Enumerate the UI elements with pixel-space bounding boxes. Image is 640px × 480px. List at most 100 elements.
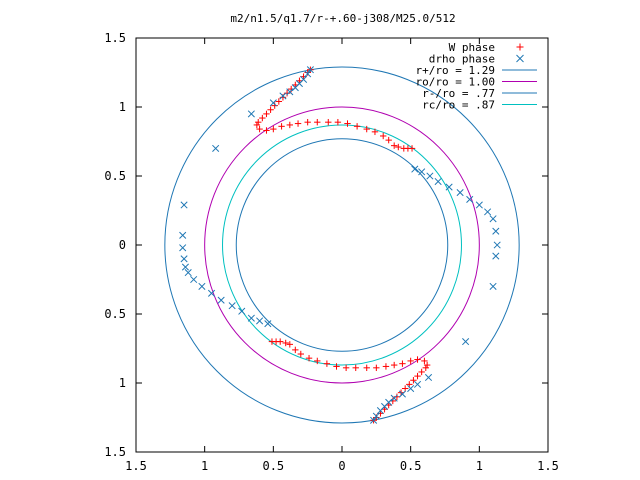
marker-stroke	[493, 241, 501, 249]
w-phase-point	[410, 377, 417, 384]
marker-stroke	[306, 66, 314, 74]
marker-stroke	[484, 208, 492, 216]
w-phase-point	[385, 136, 392, 144]
data-series	[179, 66, 501, 424]
marker-stroke	[475, 201, 483, 209]
legend-label: drho phase	[429, 53, 495, 66]
drho-phase-point	[407, 384, 415, 393]
drho-phase-point	[304, 70, 312, 78]
marker-stroke	[445, 183, 453, 191]
marker-stroke	[179, 244, 187, 252]
marker-stroke	[411, 165, 419, 173]
w-phase-point	[267, 106, 274, 113]
legend-marker	[516, 54, 524, 63]
reference-circle	[222, 124, 462, 366]
drho-phase-point	[279, 92, 287, 100]
marker-stroke	[180, 255, 188, 263]
drho-phase-point	[190, 275, 198, 284]
marker-stroke	[181, 263, 189, 271]
w-phase-point	[305, 354, 313, 362]
drho-phase-point	[418, 168, 426, 176]
marker-stroke	[269, 99, 277, 107]
marker-stroke	[489, 215, 497, 223]
w-phase-point	[414, 372, 421, 380]
drho-phase-point	[372, 412, 380, 420]
drho-phase-point	[181, 263, 189, 271]
w-phase-point	[421, 357, 428, 365]
w-phase-point	[314, 118, 321, 126]
axis-ticks: 1.5 1 0.5 0 0.5 1 1.51.510.500.511.5	[104, 31, 559, 473]
reference-circles	[164, 66, 520, 424]
w-phase-point	[390, 361, 398, 369]
w-phase-point	[342, 364, 350, 372]
w-phase-point	[380, 132, 387, 140]
marker-stroke	[456, 189, 464, 197]
w-phase-point	[418, 368, 425, 376]
drho-phase-point	[390, 394, 398, 402]
marker-stroke	[184, 269, 192, 277]
drho-phase-point	[456, 189, 464, 197]
w-phase-point	[279, 94, 287, 101]
drho-phase-point	[256, 317, 264, 325]
marker-stroke	[462, 338, 470, 346]
drho-phase-point	[247, 314, 255, 322]
w-phase-point	[395, 143, 402, 151]
drho-phase-point	[306, 66, 314, 74]
x-tick-label: 1	[476, 459, 483, 473]
marker-stroke	[398, 390, 406, 398]
drho-phase-point	[179, 231, 187, 239]
y-tick-label: 1	[119, 100, 126, 114]
w-phase-point	[363, 364, 370, 372]
w-phase-point	[399, 360, 406, 367]
drho-phase-point	[212, 144, 220, 152]
marker-stroke	[247, 314, 255, 322]
w-phase-point	[333, 363, 340, 370]
marker-stroke	[492, 252, 500, 260]
marker-stroke	[256, 317, 264, 325]
marker-stroke	[291, 84, 299, 92]
drho-phase-point	[286, 88, 294, 96]
w-phase-point	[259, 114, 266, 122]
marker-stroke	[304, 70, 312, 78]
marker-stroke	[207, 289, 216, 297]
w-phase-point	[282, 339, 289, 347]
drho-phase-point	[180, 255, 188, 263]
w-phase-point	[297, 350, 304, 358]
drho-phase-point	[492, 252, 500, 260]
marker-stroke	[370, 416, 378, 424]
w-phase-point	[304, 118, 311, 126]
drho-phase-point	[198, 282, 206, 290]
w-phase-point	[256, 125, 263, 133]
marker-stroke	[228, 302, 236, 310]
legend-label: r-/ro = .77	[422, 87, 495, 100]
reference-circle	[235, 138, 449, 352]
x-tick-label: 1.5	[125, 459, 147, 473]
drho-phase-point	[475, 201, 483, 209]
w-phase-point	[268, 338, 276, 345]
w-phase-point	[263, 127, 270, 134]
w-phase-point	[390, 142, 398, 149]
w-phase-point	[278, 123, 285, 130]
drho-phase-point	[426, 172, 434, 180]
marker-stroke	[413, 380, 422, 388]
w-phase-point	[294, 120, 302, 127]
drho-phase-point	[269, 99, 277, 107]
w-phase-point	[286, 341, 294, 348]
w-phase-point	[271, 102, 278, 109]
marker-stroke	[217, 296, 225, 304]
w-phase-point	[407, 357, 414, 365]
marker-stroke	[418, 168, 426, 176]
drho-phase-point	[217, 296, 225, 304]
legend-label: ro/ro = 1.00	[416, 76, 495, 89]
marker-stroke	[238, 307, 246, 315]
w-phase-point	[408, 145, 416, 152]
x-tick-label: 1.5	[537, 459, 559, 473]
legend-label: W phase	[449, 41, 495, 54]
legend-label: r+/ro = 1.29	[416, 64, 495, 77]
drho-phase-point	[424, 373, 433, 382]
reference-circle	[164, 66, 520, 424]
drho-phase-point	[489, 215, 497, 223]
w-phase-point	[255, 118, 262, 126]
marker-stroke	[190, 275, 198, 284]
